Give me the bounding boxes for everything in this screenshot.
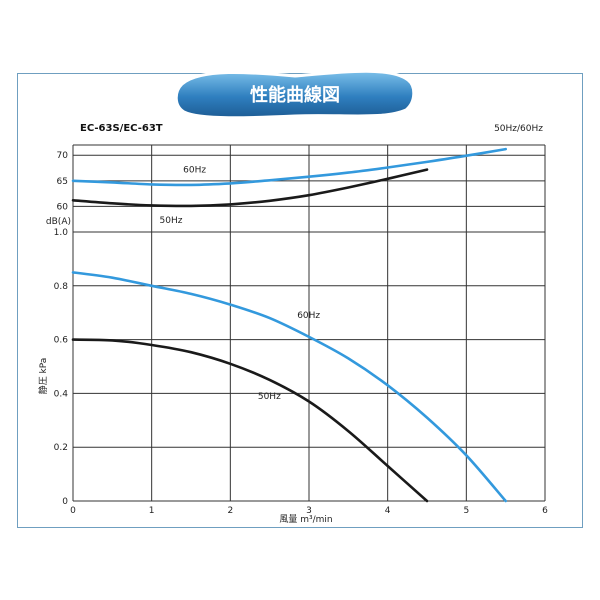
x-axis-label: 風量 m³/min [279,514,332,525]
pressure-tick-label: 0 [62,497,68,507]
x-tick-label: 1 [149,506,155,516]
noise-tick-label: 60 [57,202,69,212]
x-tick-label: 2 [227,506,233,516]
pressure-tick-label: 0.8 [54,282,69,292]
noise-tick-label: 70 [57,151,69,161]
series-layer [71,147,507,503]
noise-curve-50hz [71,168,429,208]
chart-panel [17,73,583,528]
pressure-tick-label: 0.2 [54,443,68,453]
pressure-tick-label: 0.4 [54,389,69,399]
frequency-note: 50Hz/60Hz [494,124,543,134]
noise-tick-label: 65 [57,177,68,187]
pressure-tick-label: 0.6 [54,336,69,346]
pressure-axis-label: 静圧 kPa [37,358,49,395]
x-tick-label: 0 [70,506,76,516]
model-label: EC-63S/EC-63T [80,123,163,134]
noise-label-50hz: 50Hz [160,216,183,226]
title-banner: 性能曲線図 [174,69,416,120]
pressure-curve-60hz [71,271,507,503]
banner-shape [174,69,416,120]
pressure-curve-50hz [71,338,429,503]
x-tick-label: 5 [463,506,469,516]
noise-axis-label: dB(A) [46,217,71,227]
banner-title: 性能曲線図 [250,84,340,106]
pressure-tick-label: 1.0 [54,228,69,238]
noise-label-60hz: 60Hz [183,165,206,175]
pressure-label-50hz: 50Hz [258,392,281,402]
x-tick-label: 4 [385,506,391,516]
noise-curve-60hz [71,147,507,187]
pressure-label-60hz: 60Hz [297,311,320,321]
x-tick-label: 6 [542,506,548,516]
x-tick-label: 3 [306,506,312,516]
pressure-plot-frame [72,145,546,502]
